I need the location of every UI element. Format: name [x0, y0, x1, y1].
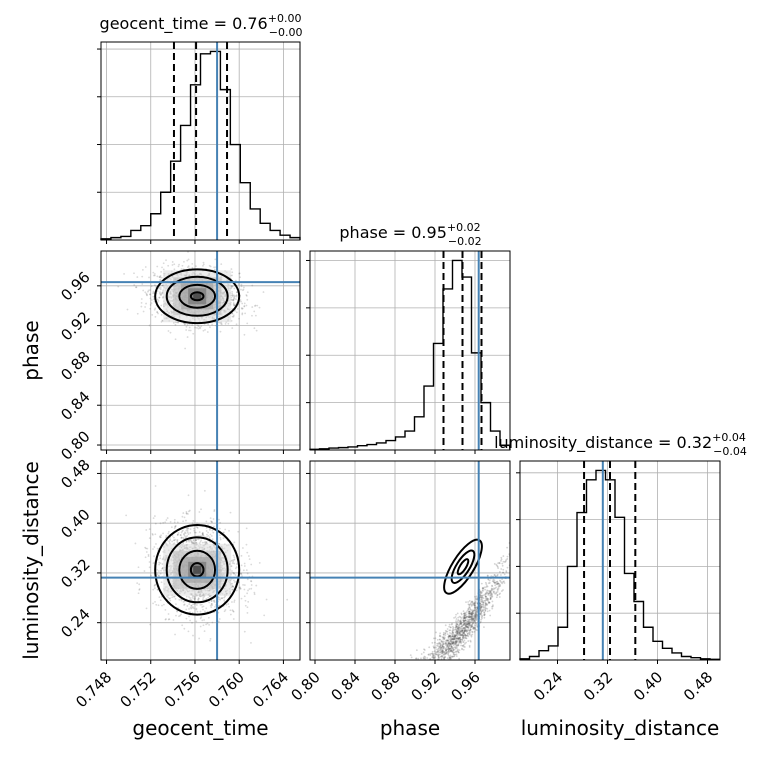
contour-1: [154, 268, 241, 325]
y-tick-label: 0.92: [57, 308, 93, 344]
title-value: luminosity_distance = 0.32: [494, 433, 712, 453]
x-tick-label: 0.48: [680, 668, 716, 704]
x-tick-label: 0.84: [327, 668, 363, 704]
contour-3: [178, 549, 217, 590]
density-block: [193, 292, 202, 301]
title-value: phase = 0.95: [339, 223, 446, 242]
contour-2: [450, 549, 476, 584]
scatter-frame: [309, 460, 511, 661]
density-block: [193, 565, 202, 574]
scatter-panel-geocent_time-phase: [97, 251, 300, 454]
histogram-geocent_time: [100, 50, 301, 240]
y-tick-label: 0.80: [57, 427, 93, 463]
x-tick-label: 0.756: [161, 668, 204, 711]
y-tick-label: 0.88: [57, 348, 93, 384]
x-tick-label: 0.40: [630, 668, 666, 704]
x-axis-label: phase: [380, 716, 440, 740]
x-tick-label: 0.88: [367, 668, 403, 704]
x-tick-label: 0.760: [205, 668, 248, 711]
hist-frame: [100, 41, 301, 241]
hist-panel-phase: [306, 251, 511, 454]
y-tick-label: 0.40: [57, 506, 93, 542]
contour-2: [165, 275, 229, 317]
y-tick-label: 0.84: [57, 388, 93, 424]
y-tick-label: 0.48: [57, 456, 93, 492]
contour-1: [154, 524, 241, 616]
title-error-plus: +0.02: [447, 221, 481, 234]
y-axis-label: luminosity_distance: [19, 461, 43, 660]
title-error-minus: −0.00: [269, 26, 303, 39]
x-tick-label: 0.748: [72, 668, 115, 711]
hist-frame: [519, 460, 721, 661]
title-error-minus: −0.04: [713, 445, 747, 458]
x-axis-label: luminosity_distance: [521, 716, 720, 740]
hist-panel-luminosity_distance: [516, 461, 721, 664]
y-tick-label: 0.24: [57, 605, 93, 641]
contour-2: [165, 536, 229, 604]
scatter-panel-geocent_time-luminosity_distance: [97, 461, 300, 664]
hist-panel-geocent_time: [97, 42, 301, 244]
y-axis-label: phase: [19, 320, 43, 380]
x-tick-label: 0.92: [407, 668, 443, 704]
scatter-frame: [100, 250, 301, 451]
hist-frame: [309, 250, 511, 451]
x-tick-label: 0.96: [447, 668, 483, 704]
contour-3: [178, 283, 217, 309]
y-tick-label: 0.32: [57, 555, 93, 591]
x-tick-label: 0.764: [249, 668, 292, 711]
scatter-frame: [100, 460, 301, 661]
x-tick-label: 0.32: [580, 668, 616, 704]
x-tick-label: 0.752: [116, 668, 159, 711]
title-error-plus: +0.00: [268, 12, 302, 25]
x-tick-label: 0.80: [287, 668, 323, 704]
scatter-panel-phase-luminosity_distance: [306, 461, 510, 664]
contour-1: [443, 538, 483, 595]
y-tick-label: 0.96: [57, 268, 93, 304]
contour-4: [189, 562, 205, 578]
contour-3: [456, 558, 470, 576]
title-value: geocent_time = 0.76: [100, 14, 268, 34]
panel-title-geocent_time: geocent_time = 0.76+0.00: [100, 12, 302, 34]
histogram-luminosity_distance: [519, 469, 721, 661]
contour-4: [189, 291, 205, 302]
panel-title-luminosity_distance: luminosity_distance = 0.32+0.04: [494, 431, 746, 453]
title-error-minus: −0.02: [448, 235, 482, 248]
title-error-plus: +0.04: [712, 431, 746, 444]
panel-title-phase: phase = 0.95+0.02: [339, 221, 480, 242]
x-tick-label: 0.24: [530, 668, 566, 704]
x-axis-label: geocent_time: [132, 716, 268, 740]
